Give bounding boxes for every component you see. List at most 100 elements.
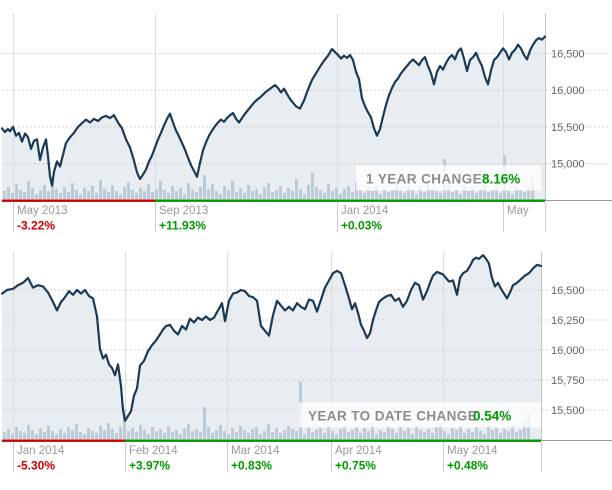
volume-bar	[151, 427, 154, 439]
volume-bar	[499, 433, 502, 439]
volume-bar	[43, 185, 46, 199]
volume-bar	[235, 432, 238, 439]
volume-bar	[27, 425, 30, 439]
volume-bar	[523, 421, 526, 439]
volume-bar	[435, 427, 438, 439]
volume-bar	[203, 407, 206, 439]
volume-bar	[371, 423, 374, 439]
volume-bar	[475, 193, 478, 199]
volume-bar	[459, 194, 462, 199]
volume-bar	[495, 428, 498, 439]
volume-bar	[203, 175, 206, 199]
volume-bar	[487, 425, 490, 439]
volume-bar	[411, 434, 414, 439]
volume-bar	[131, 428, 134, 439]
volume-bar	[483, 434, 486, 439]
volume-bar	[339, 429, 342, 439]
volume-bar	[39, 428, 42, 439]
volume-bar	[55, 434, 58, 439]
volume-bar	[239, 188, 242, 199]
volume-bar	[123, 187, 126, 199]
volume-bar	[99, 426, 102, 439]
volume-bar	[323, 193, 326, 199]
volume-bar	[479, 189, 482, 199]
volume-bar	[491, 430, 494, 439]
volume-bar	[215, 191, 218, 199]
volume-bar	[347, 186, 350, 199]
volume-bar	[487, 192, 490, 199]
volume-bar	[87, 428, 90, 439]
volume-bar	[407, 186, 410, 199]
volume-bar	[219, 425, 222, 439]
volume-bar	[467, 191, 470, 199]
x-tick-label: May 2014	[447, 445, 498, 457]
volume-bar	[95, 193, 98, 199]
volume-bar	[195, 192, 198, 199]
volume-bar	[475, 427, 478, 439]
volume-bar	[379, 194, 382, 199]
volume-bar	[151, 192, 154, 199]
volume-bar	[207, 189, 210, 199]
volume-bar	[391, 189, 394, 199]
volume-bar	[347, 432, 350, 439]
volume-bar	[135, 432, 138, 439]
volume-bar	[287, 188, 290, 199]
volume-bar	[191, 190, 194, 199]
axis-change-segment	[337, 199, 503, 202]
volume-bar	[439, 424, 442, 439]
volume-bar	[179, 188, 182, 199]
volume-bar	[75, 424, 78, 439]
price-line	[0, 254, 543, 422]
volume-bar	[71, 183, 74, 199]
volume-bar	[439, 193, 442, 199]
volume-bar	[467, 429, 470, 439]
volume-bar	[527, 187, 530, 199]
volume-bar	[15, 427, 18, 439]
volume-bar	[207, 427, 210, 439]
volume-bar	[463, 433, 466, 439]
volume-bar	[227, 190, 230, 199]
volume-bar	[523, 192, 526, 199]
volume-bar	[211, 184, 214, 199]
axis-change-segment	[2, 439, 125, 442]
volume-bar	[511, 194, 514, 199]
volume-bar	[67, 427, 70, 439]
volume-bar	[391, 429, 394, 439]
volume-bar	[19, 190, 22, 199]
volume-bar	[415, 194, 418, 199]
volume-bar	[83, 188, 86, 199]
volume-bar	[183, 428, 186, 439]
volume-bar	[135, 193, 138, 199]
volume-bar	[23, 192, 26, 199]
ytd-legend-value: 0.54%	[473, 409, 511, 424]
volume-bar	[163, 433, 166, 439]
ytd-legend-label: YEAR TO DATE CHANGE	[308, 409, 477, 424]
volume-bar	[243, 430, 246, 439]
volume-bar	[435, 191, 438, 199]
ytd-legend-box	[299, 402, 541, 428]
volume-bar	[187, 183, 190, 199]
volume-bar	[51, 431, 54, 439]
volume-bar	[47, 191, 50, 199]
volume-bar	[3, 432, 6, 439]
volume-bar	[227, 434, 230, 439]
volume-bar	[35, 434, 38, 439]
volume-bar	[199, 432, 202, 439]
volume-bar	[423, 432, 426, 439]
volume-bar	[79, 432, 82, 439]
volume-bar	[107, 423, 110, 439]
volume-bar	[211, 433, 214, 439]
volume-bar	[315, 187, 318, 199]
volume-bar	[359, 433, 362, 439]
volume-bar	[323, 433, 326, 439]
volume-bar	[219, 194, 222, 199]
axis-change-segment	[503, 199, 545, 202]
volume-bar	[127, 431, 130, 439]
volume-bar	[159, 429, 162, 439]
volume-bar	[367, 187, 370, 199]
volume-bar	[199, 187, 202, 199]
volume-bar	[431, 189, 434, 199]
volume-bar	[123, 409, 126, 439]
volume-bar	[299, 189, 302, 199]
